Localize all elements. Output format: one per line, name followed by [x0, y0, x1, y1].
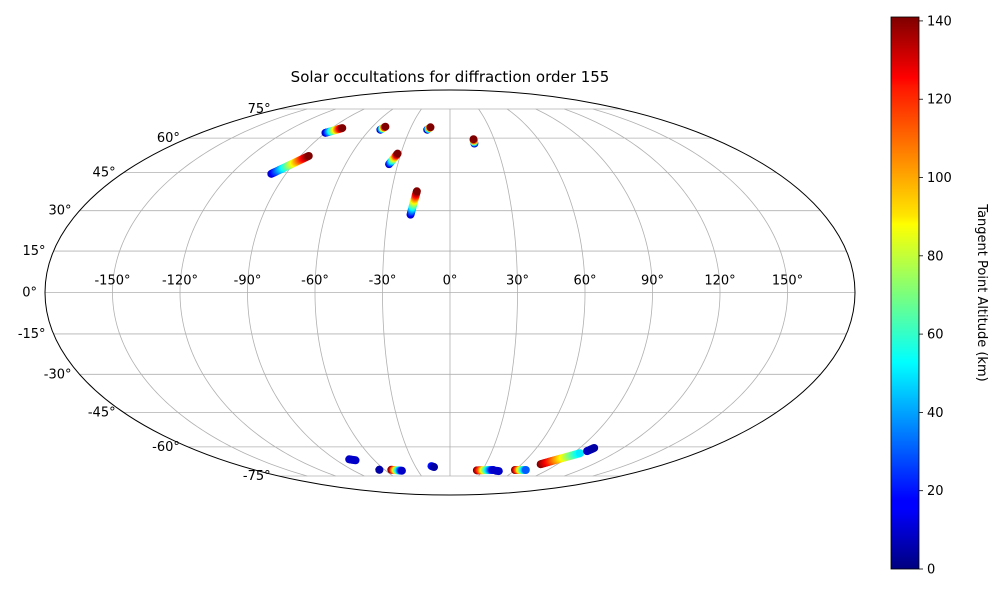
- lon-tick-label: -30°: [369, 274, 397, 289]
- lon-gridline: [314, 108, 394, 477]
- lat-tick-label: -30°: [44, 367, 72, 382]
- data-point: [590, 443, 599, 452]
- data-point: [469, 135, 478, 144]
- data-point: [521, 465, 530, 474]
- lon-tick-label: 150°: [772, 274, 803, 289]
- lon-gridline: [179, 108, 336, 477]
- lon-gridline: [535, 108, 653, 477]
- colorbar: [890, 16, 920, 570]
- lon-gridline: [112, 108, 308, 477]
- lat-tick-labels: 75° 60° 45° 30° 15° 0° -15° -30° -45° -60° -75°: [18, 102, 271, 484]
- lon-tick-labels: -150° -120° -90° -60° -30° 0° 30° 60° 90° 120° 150…: [94, 274, 803, 289]
- lon-tick-label: -60°: [301, 274, 329, 289]
- colorbar-tick-label: 0: [927, 563, 935, 578]
- lat-tick-label: 60°: [157, 131, 180, 146]
- data-point: [351, 456, 360, 465]
- data-point: [412, 187, 421, 196]
- data-point: [304, 151, 313, 160]
- data-point: [338, 124, 347, 133]
- lon-gridline: [564, 108, 721, 477]
- data-point: [393, 149, 402, 158]
- data-point: [381, 122, 390, 131]
- data-point: [375, 465, 384, 474]
- lat-tick-label: -15°: [18, 327, 46, 342]
- lat-tick-label: 45°: [93, 166, 116, 181]
- data-point: [430, 463, 439, 472]
- lon-tick-label: 90°: [641, 274, 664, 289]
- lon-gridline: [592, 108, 788, 477]
- grid: [45, 108, 855, 477]
- lon-gridline: [478, 108, 518, 477]
- data-point: [576, 449, 585, 458]
- lon-tick-label: 30°: [506, 274, 529, 289]
- lat-tick-label: 0°: [22, 286, 37, 301]
- colorbar-label: Tangent Point Altitude (km): [974, 203, 989, 381]
- colorbar-tick-label: 80: [927, 249, 944, 264]
- lon-gridline: [506, 108, 586, 477]
- colorbar-tick-label: 100: [927, 171, 952, 186]
- colorbar-tick-label: 60: [927, 328, 944, 343]
- occultation-points: [267, 122, 599, 476]
- chart-title: Solar occultations for diffraction order…: [291, 68, 610, 86]
- lat-tick-label: -75°: [243, 469, 271, 484]
- lat-tick-label: -45°: [88, 405, 116, 420]
- lon-tick-label: -150°: [94, 274, 130, 289]
- colorbar-tick-label: 140: [927, 14, 952, 29]
- lon-tick-label: 0°: [443, 274, 458, 289]
- map-outline: [44, 89, 856, 496]
- data-point: [397, 466, 406, 475]
- lon-tick-label: 60°: [573, 274, 596, 289]
- colorbar-tick-label: 120: [927, 93, 952, 108]
- data-point: [494, 467, 503, 476]
- colorbar-ticks: 0 20 40 60 80 100 120 140: [919, 14, 952, 578]
- lon-tick-label: 120°: [704, 274, 735, 289]
- data-point: [426, 123, 435, 132]
- lat-tick-label: 75°: [248, 102, 271, 117]
- lon-tick-label: -90°: [234, 274, 262, 289]
- lon-tick-label: -120°: [162, 274, 198, 289]
- lat-tick-label: -60°: [152, 440, 180, 455]
- lat-tick-label: 15°: [23, 244, 46, 259]
- lon-gridline: [382, 108, 422, 477]
- colorbar-tick-label: 40: [927, 406, 944, 421]
- colorbar-tick-label: 20: [927, 484, 944, 499]
- lat-tick-label: 30°: [48, 204, 71, 219]
